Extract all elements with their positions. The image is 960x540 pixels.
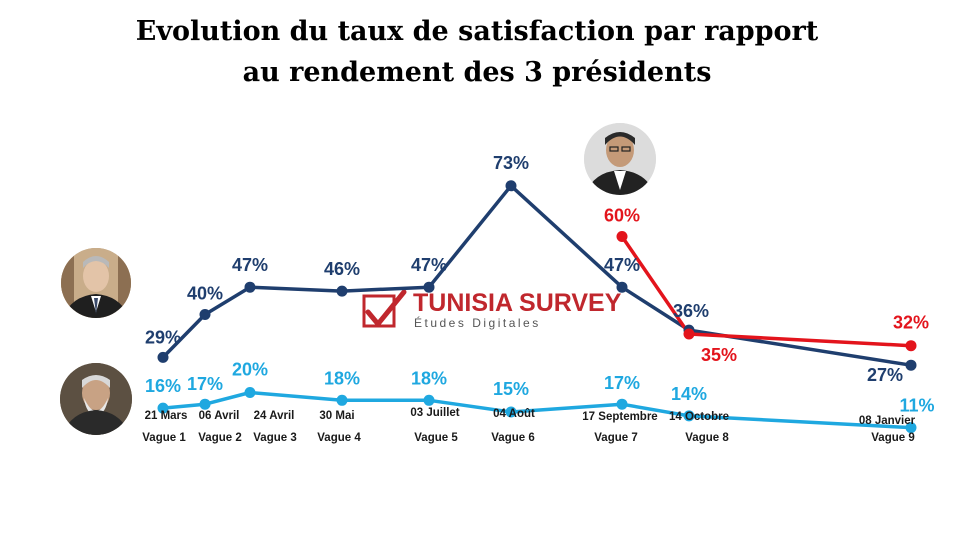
x-tick-date-5: 03 Juillet bbox=[410, 407, 459, 419]
x-tick-wave-4: Vague 4 bbox=[317, 432, 361, 444]
data-label-s1-6: 73% bbox=[493, 153, 529, 173]
data-point-s2-9 bbox=[905, 340, 917, 352]
data-label-s2-7: 60% bbox=[604, 206, 640, 226]
x-tick-date-3: 24 Avril bbox=[254, 410, 295, 422]
data-label-s3-4: 18% bbox=[324, 368, 360, 388]
data-point-s2-8 bbox=[683, 328, 695, 340]
x-tick-wave-3: Vague 3 bbox=[253, 432, 296, 444]
data-label-s3-5: 18% bbox=[411, 368, 447, 388]
data-label-s1-4: 46% bbox=[324, 259, 360, 279]
data-label-s1-9: 27% bbox=[867, 365, 903, 385]
data-label-s1-1: 29% bbox=[145, 327, 181, 347]
logo-main-text: TUNISIA SURVEY bbox=[413, 289, 622, 317]
x-tick-date-1: 21 Mars bbox=[145, 410, 188, 422]
data-point-s1-2 bbox=[199, 309, 211, 320]
data-label-s2-9: 32% bbox=[893, 313, 929, 333]
logo: TUNISIA SURVEY Études Digitales bbox=[362, 289, 622, 330]
data-point-s1-9 bbox=[905, 359, 917, 371]
series-line-president-2 bbox=[620, 235, 912, 348]
x-tick-wave-9: Vague 9 bbox=[871, 432, 914, 444]
x-tick-wave-8: Vague 8 bbox=[685, 432, 729, 444]
x-tick-wave-2: Vague 2 bbox=[198, 432, 241, 444]
x-tick-date-8: 14 Octobre bbox=[669, 411, 729, 423]
data-label-s1-7: 47% bbox=[604, 255, 640, 275]
x-tick-date-6: 04 Août bbox=[493, 408, 535, 420]
data-point-s1-4 bbox=[336, 285, 348, 297]
data-label-s3-9: 11% bbox=[899, 396, 934, 416]
data-label-s3-2: 17% bbox=[187, 374, 223, 394]
data-point-s3-8 bbox=[683, 410, 695, 422]
data-label-s1-8: 36% bbox=[673, 301, 709, 321]
data-point-s3-4 bbox=[336, 394, 348, 406]
data-point-s1-5 bbox=[423, 281, 435, 293]
data-label-s3-1: 16% bbox=[145, 376, 181, 396]
portrait-president-3 bbox=[60, 363, 132, 435]
data-label-s1-3: 47% bbox=[232, 255, 268, 275]
data-point-s1-1 bbox=[157, 351, 169, 363]
data-label-s3-8: 14% bbox=[671, 384, 707, 404]
data-point-s3-7 bbox=[616, 398, 628, 410]
data-point-s3-5 bbox=[423, 394, 435, 406]
data-point-s3-9 bbox=[905, 422, 917, 434]
data-point-s1-7 bbox=[616, 281, 628, 293]
x-tick-wave-5: Vague 5 bbox=[414, 432, 458, 444]
x-tick-date-4: 30 Mai bbox=[319, 410, 354, 422]
data-label-s3-6: 15% bbox=[493, 379, 529, 399]
data-point-s3-6 bbox=[505, 406, 517, 418]
data-point-s3-1 bbox=[157, 402, 169, 414]
data-label-s3-7: 17% bbox=[604, 373, 640, 393]
checkmark-box-icon bbox=[362, 289, 407, 328]
data-point-s3-3 bbox=[244, 387, 256, 398]
x-tick-wave-6: Vague 6 bbox=[491, 432, 534, 444]
chart-title-line-1: Evolution du taux de satisfaction par ra… bbox=[136, 16, 819, 47]
data-label-s3-3: 20% bbox=[232, 360, 268, 380]
x-tick-wave-1: Vague 1 bbox=[142, 432, 186, 444]
portrait-president-1 bbox=[61, 248, 131, 318]
data-point-s2-7 bbox=[616, 231, 628, 242]
x-tick-date-7: 17 Septembre bbox=[582, 411, 657, 423]
chart-title-line-2: au rendement des 3 présidents bbox=[243, 57, 712, 88]
data-point-s3-2 bbox=[199, 398, 211, 410]
data-label-s1-5: 47% bbox=[411, 255, 447, 275]
data-label-s2-8: 35% bbox=[701, 345, 737, 365]
x-tick-date-2: 06 Avril bbox=[199, 410, 240, 422]
x-tick-wave-7: Vague 7 bbox=[594, 432, 637, 444]
portrait-president-2 bbox=[584, 123, 656, 195]
data-point-s1-3 bbox=[244, 281, 256, 293]
logo-sub-text: Études Digitales bbox=[414, 315, 541, 330]
data-point-s1-6 bbox=[505, 180, 517, 192]
data-label-s1-2: 40% bbox=[187, 284, 223, 304]
x-tick-date-9: 08 Janvier bbox=[859, 415, 916, 427]
